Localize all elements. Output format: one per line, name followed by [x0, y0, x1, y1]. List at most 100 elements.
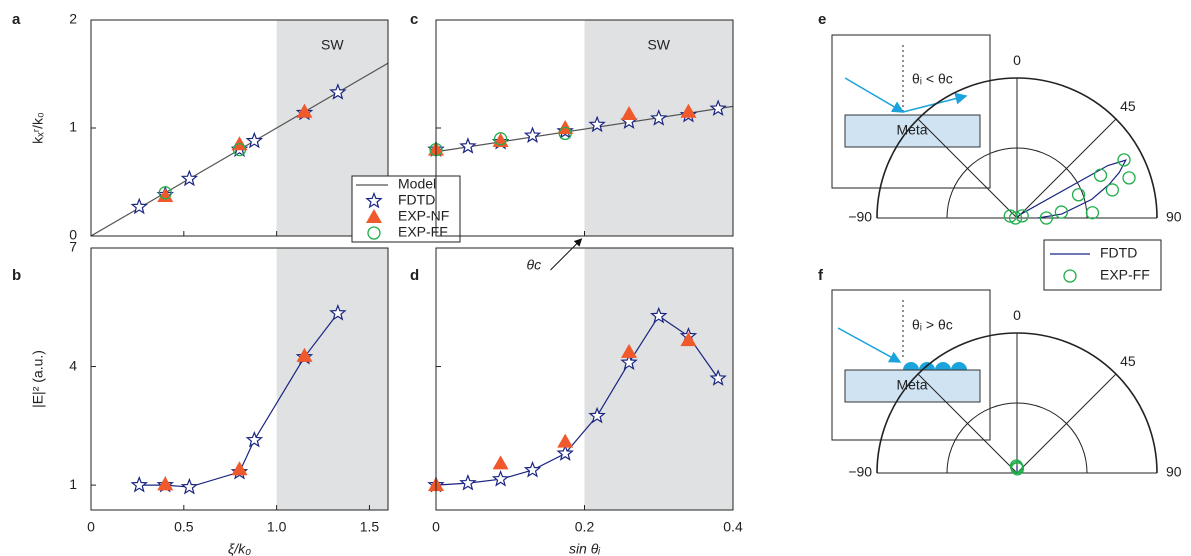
- triangle-marker: [157, 188, 174, 203]
- x-axis-label: sin θᵢ: [569, 541, 600, 556]
- legend-label: Model: [398, 176, 436, 192]
- triangle-marker: [157, 476, 174, 491]
- panel-letter: c: [410, 11, 418, 28]
- plot-frame: [90, 247, 389, 511]
- y-tick-label: 7: [69, 239, 77, 255]
- y-axis-label: |E|² (a.u.): [30, 350, 46, 408]
- circle-marker: [1122, 171, 1136, 185]
- angle-tick-label: 45: [1120, 98, 1136, 114]
- incident-ray: [844, 77, 905, 113]
- panel-letter: e: [818, 11, 826, 28]
- panel-letter: f: [818, 267, 824, 284]
- y-tick-label: 1: [69, 476, 77, 492]
- region-label: SW: [321, 37, 344, 53]
- meta-slab: [844, 369, 981, 403]
- triangle-marker: [680, 332, 697, 347]
- angle-tick-label: −90: [848, 209, 872, 225]
- star-marker: [620, 353, 638, 371]
- star-marker: [180, 169, 199, 187]
- angle-grid-line: [1016, 118, 1117, 219]
- x-axis-label: ξ/k₀: [228, 541, 251, 556]
- legend-label: FDTD: [398, 192, 435, 208]
- legend-label: FDTD: [1100, 245, 1137, 261]
- annotation-arrow: [550, 238, 583, 271]
- inset-diagram: Meta θᵢ > θc: [831, 289, 991, 441]
- region-label: SW: [647, 37, 670, 53]
- y-tick-label: 0: [69, 227, 77, 243]
- star-marker: [556, 444, 574, 461]
- x-tick-label: 1.0: [267, 519, 287, 535]
- legend-label: EXP-NF: [398, 208, 449, 224]
- circle-marker: [367, 226, 381, 240]
- circle-marker: [1054, 205, 1069, 219]
- circle-marker: [158, 186, 172, 200]
- circle-marker: [1008, 211, 1023, 225]
- circle-marker: [232, 142, 247, 157]
- circle-marker: [1015, 209, 1029, 223]
- meta-slab: [844, 114, 981, 148]
- star-marker: [329, 304, 347, 321]
- star-marker: [180, 477, 199, 495]
- star-marker: [709, 369, 727, 386]
- shaded-region: [584, 248, 733, 510]
- triangle-marker: [296, 347, 313, 362]
- star-marker: [130, 197, 148, 215]
- x-tick-label: 0.5: [174, 519, 194, 535]
- circle-marker: [493, 132, 508, 146]
- legend-label: EXP-FF: [398, 224, 448, 240]
- star-marker: [650, 109, 668, 126]
- plot-frame: [435, 247, 734, 511]
- angle-grid-line: [917, 118, 1018, 219]
- star-marker: [491, 470, 510, 487]
- plot-frame: [435, 19, 734, 237]
- triangle-marker: [492, 455, 509, 470]
- annotation: θc: [527, 257, 542, 273]
- triangle-marker: [366, 209, 382, 223]
- x-tick-label: 0: [432, 519, 440, 535]
- x-tick-label: 0.2: [575, 519, 595, 535]
- angle-tick-label: 0: [1013, 52, 1021, 68]
- angle-tick-label: 90: [1166, 464, 1182, 480]
- circle-marker: [1085, 206, 1100, 220]
- star-marker: [459, 473, 477, 491]
- series-line: [1018, 159, 1127, 219]
- legend-box: [1043, 239, 1162, 291]
- panel-letter: a: [12, 11, 21, 28]
- circle-marker: [1039, 211, 1054, 225]
- panel-letter: d: [410, 267, 419, 284]
- panel-letter: b: [12, 267, 21, 284]
- shaded-region: [276, 248, 388, 510]
- inset-condition: θᵢ < θc: [912, 71, 953, 87]
- star-marker: [245, 430, 264, 448]
- circle-marker: [1071, 188, 1086, 202]
- incident-ray: [837, 327, 902, 363]
- angle-grid-line: [917, 373, 1018, 474]
- triangle-marker: [621, 105, 638, 120]
- y-tick-label: 4: [69, 357, 77, 373]
- star-marker: [523, 460, 542, 478]
- inset-condition: θᵢ > θc: [912, 317, 953, 333]
- legend-label: EXP-FF: [1100, 267, 1150, 283]
- x-tick-label: 0: [87, 519, 95, 535]
- star-marker: [245, 131, 264, 149]
- y-axis-label: kₓʳ/k₀: [30, 112, 46, 144]
- star-marker: [365, 191, 383, 209]
- star-marker: [709, 99, 727, 116]
- plot-frame: [90, 19, 389, 237]
- star-marker: [588, 406, 606, 424]
- star-marker: [523, 126, 542, 143]
- inset-diagram: Meta θᵢ < θc: [831, 34, 991, 189]
- triangle-marker: [296, 103, 313, 118]
- triangle-marker: [231, 461, 248, 476]
- circle-marker: [1010, 462, 1025, 476]
- star-marker: [650, 306, 668, 324]
- circle-marker: [1105, 183, 1120, 197]
- y-tick-label: 2: [69, 11, 77, 27]
- triangle-marker: [680, 103, 697, 118]
- circle-marker: [1093, 168, 1108, 182]
- surface-wave: [903, 362, 967, 370]
- star-marker: [459, 137, 477, 154]
- x-tick-label: 1.5: [360, 519, 380, 535]
